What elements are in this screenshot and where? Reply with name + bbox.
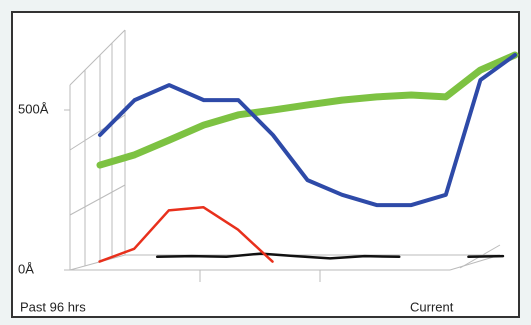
x-tick-label: Past 96 hrs — [20, 299, 86, 314]
series-line — [96, 51, 519, 169]
y-tick-label: 0Å — [18, 261, 34, 276]
series-line — [98, 53, 517, 208]
x-tick-label: Current — [410, 299, 454, 314]
y-tick-label: 500Å — [18, 101, 49, 116]
series-line — [155, 252, 505, 260]
plot-frame — [11, 11, 520, 318]
axes-3d — [69, 29, 501, 282]
